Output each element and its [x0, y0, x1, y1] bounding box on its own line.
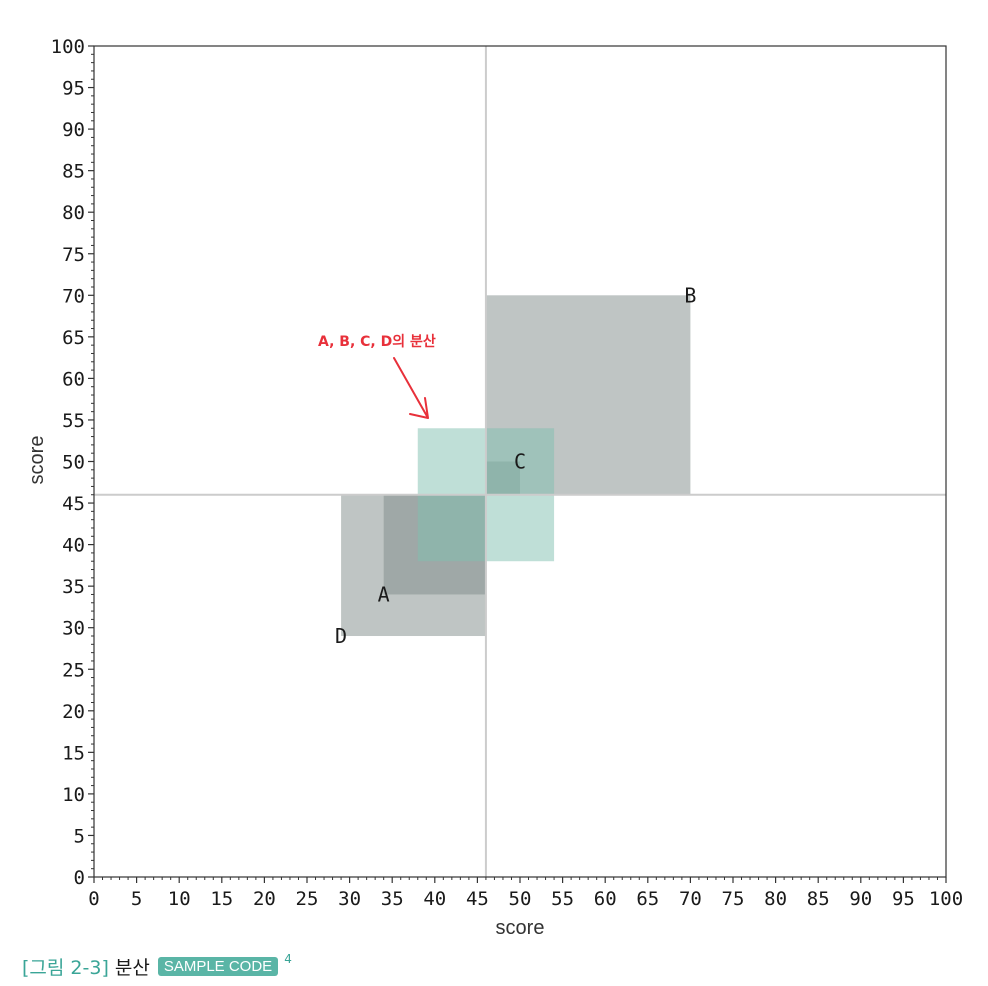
sample-code-number: 4: [284, 952, 292, 966]
x-axis-title: score: [496, 917, 545, 939]
variance-chart: 0 5 10 15 20 25 30 35 40 45 50 55 60 65 70 75 80 85 90 95 10…: [26, 36, 963, 939]
y-tick-label: 90: [62, 119, 85, 141]
x-tick-label: 100: [929, 888, 963, 910]
x-tick-label: 60: [594, 888, 617, 910]
x-tick-label: 35: [381, 888, 404, 910]
sample-code-badge[interactable]: SAMPLE CODE: [157, 956, 279, 976]
figure-label: [그림 2-3]: [22, 956, 109, 979]
annotation-text: A, B, C, D의 분산: [318, 333, 436, 350]
annotation-arrow: [393, 357, 429, 419]
y-tick-label: 5: [74, 825, 85, 847]
y-tick-label: 60: [62, 368, 85, 390]
y-tick-label: 70: [62, 285, 85, 307]
x-tick-label: 30: [338, 888, 361, 910]
y-tick-label: 65: [62, 327, 85, 349]
y-tick-label: 0: [74, 867, 85, 889]
y-tick-label: 35: [62, 576, 85, 598]
x-tick-label: 80: [764, 888, 787, 910]
x-tick-label: 65: [636, 888, 659, 910]
x-tick-label: 20: [253, 888, 276, 910]
x-tick-label: 40: [423, 888, 446, 910]
x-tick-label: 90: [849, 888, 872, 910]
x-tick-label: 15: [210, 888, 233, 910]
box-label-d: D: [335, 624, 347, 648]
y-tick-label: 40: [62, 535, 85, 557]
y-tick-label: 25: [62, 659, 85, 681]
annotation: A, B, C, D의 분산: [318, 333, 436, 419]
y-tick-label: 20: [62, 701, 85, 723]
mean-lines-layer: [94, 46, 946, 877]
y-tick-label: 80: [62, 202, 85, 224]
x-tick-label: 55: [551, 888, 574, 910]
x-tick-label: 85: [807, 888, 830, 910]
figure-caption: [그림 2-3] 분산 SAMPLE CODE 4: [22, 952, 292, 980]
x-tick-label: 75: [722, 888, 745, 910]
y-axis-title: score: [26, 436, 48, 485]
x-tick-label: 0: [88, 888, 99, 910]
x-tick-label: 10: [168, 888, 191, 910]
y-tick-label: 15: [62, 742, 85, 764]
y-tick-label: 55: [62, 410, 85, 432]
y-tick-label: 75: [62, 244, 85, 266]
x-tick-label: 50: [509, 888, 532, 910]
y-tick-label: 95: [62, 78, 85, 100]
x-tick-label: 70: [679, 888, 702, 910]
box-labels-layer: A B C D: [335, 283, 696, 648]
y-tick-label: 30: [62, 618, 85, 640]
x-tick-label: 5: [131, 888, 142, 910]
figure-title: 분산: [114, 956, 150, 979]
axes-layer: 0 5 10 15 20 25 30 35 40 45 50 55 60 65 70 75 80 85 90 95 10…: [51, 36, 963, 910]
y-tick-label: 10: [62, 784, 85, 806]
y-tick-label: 50: [62, 452, 85, 474]
x-tick-label: 95: [892, 888, 915, 910]
y-tick-label: 85: [62, 161, 85, 183]
y-tick-label: 100: [51, 36, 85, 58]
x-tick-label: 45: [466, 888, 489, 910]
box-label-c: C: [514, 450, 526, 474]
y-tick-label: 45: [62, 493, 85, 515]
box-label-b: B: [684, 283, 696, 307]
x-tick-label: 25: [296, 888, 319, 910]
box-label-a: A: [378, 582, 390, 606]
